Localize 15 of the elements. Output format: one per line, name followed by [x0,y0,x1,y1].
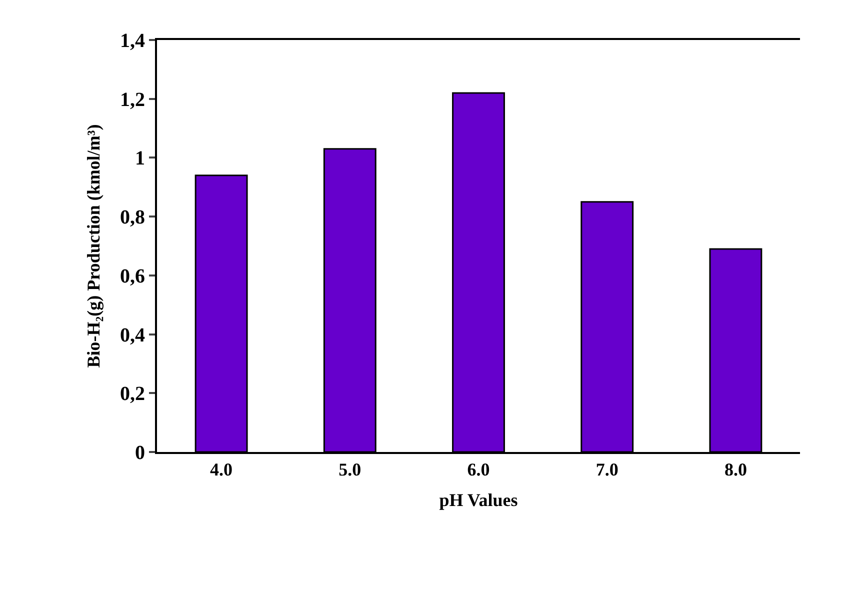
y-tick-label: 0,6 [120,265,145,288]
x-tick-label: 6.0 [467,460,490,480]
y-tick-label: 1,4 [120,30,145,52]
y-axis-title: Bio-H₂(g) Production (kmol/m³) [84,124,104,368]
x-tick-label: 4.0 [210,460,233,480]
x-tick-label: 8.0 [724,460,747,480]
x-axis-title: pH Values [439,490,518,510]
y-tick-label: 0,8 [120,206,145,229]
y-tick-label: 0,2 [120,383,145,406]
y-tick-label: 1 [135,148,145,170]
y-tick-label: 0 [135,442,145,464]
x-tick-label: 7.0 [596,460,618,480]
y-tick-label: 0,4 [120,324,145,346]
y-tick-label: 1,2 [120,88,145,111]
x-tick-label: 5.0 [338,460,362,480]
